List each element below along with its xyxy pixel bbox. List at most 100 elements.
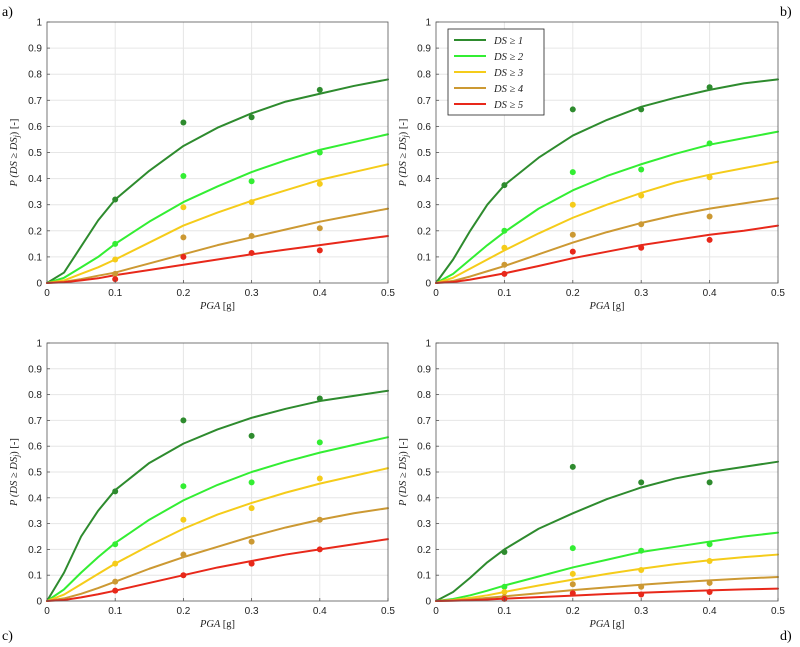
y-tick-label: 0 bbox=[425, 279, 431, 290]
y-tick-label: 0.1 bbox=[417, 571, 431, 582]
x-tick-label: 0 bbox=[433, 606, 439, 617]
fit-curve-ds1 bbox=[46, 78, 389, 284]
y-tick-label: 0 bbox=[425, 597, 431, 608]
fit-curve-ds5 bbox=[46, 235, 389, 284]
y-tick-label: 0.8 bbox=[417, 70, 431, 81]
data-point-ds5 bbox=[706, 236, 713, 243]
x-tick-label: 0.4 bbox=[313, 288, 327, 299]
legend-entry-ds5: DS ≥ 5 bbox=[493, 100, 523, 111]
data-point-ds1 bbox=[248, 114, 255, 121]
data-point-ds1 bbox=[112, 488, 119, 495]
x-axis-label: PGA [g] bbox=[199, 619, 235, 630]
data-point-ds1 bbox=[248, 432, 255, 439]
y-tick-label: 0.7 bbox=[28, 416, 42, 427]
panel-d: 0 0.1 0.2 0.3 0.4 0.5 0 0.1 0.2 0.3 0.4 0.5 0.6 0.7 0.… bbox=[398, 339, 785, 631]
data-point-ds3 bbox=[501, 588, 508, 595]
y-tick-label: 0.8 bbox=[28, 70, 42, 81]
y-tick-label: 0.4 bbox=[28, 493, 42, 504]
x-tick-label: 0.1 bbox=[108, 606, 122, 617]
legend-entry-ds3: DS ≥ 3 bbox=[493, 68, 523, 79]
y-axis-label: P (DS ≥ DSj) [-] bbox=[9, 119, 21, 188]
x-axis-label: PGA [g] bbox=[588, 301, 624, 312]
y-tick-label: 0.8 bbox=[28, 390, 42, 401]
data-point-ds1 bbox=[569, 106, 576, 113]
data-point-ds2 bbox=[569, 169, 576, 176]
data-point-ds2 bbox=[112, 541, 119, 548]
data-point-ds3 bbox=[248, 199, 255, 206]
data-point-ds4 bbox=[248, 538, 255, 545]
data-point-ds1 bbox=[706, 84, 713, 91]
data-point-ds5 bbox=[112, 587, 119, 594]
y-tick-label: 0.3 bbox=[28, 200, 42, 211]
data-point-ds1 bbox=[706, 479, 713, 486]
data-point-ds4 bbox=[569, 581, 576, 588]
data-point-ds1 bbox=[180, 417, 187, 424]
data-point-ds1 bbox=[569, 463, 576, 470]
fit-curve-ds5 bbox=[435, 224, 779, 284]
data-point-ds3 bbox=[569, 201, 576, 208]
panel-b: 0 0.1 0.2 0.3 0.4 0.5 0 0.1 0.2 0.3 0.4 0.5 0.6 0.7 0.… bbox=[398, 18, 785, 313]
x-tick-label: 0.2 bbox=[566, 288, 580, 299]
data-point-ds5 bbox=[638, 591, 645, 598]
y-tick-label: 0.9 bbox=[417, 364, 431, 375]
y-tick-label: 0.1 bbox=[28, 252, 42, 263]
data-point-ds3 bbox=[112, 560, 119, 567]
x-tick-label: 0.4 bbox=[313, 606, 327, 617]
data-point-ds1 bbox=[316, 86, 323, 93]
data-point-ds2 bbox=[316, 149, 323, 156]
y-tick-label: 0 bbox=[36, 597, 42, 608]
y-axis-label: P (DS ≥ DSj) [-] bbox=[398, 438, 410, 507]
y-tick-label: 0.4 bbox=[28, 174, 42, 185]
y-tick-label: 0.3 bbox=[417, 519, 431, 530]
data-point-ds3 bbox=[706, 558, 713, 565]
y-tick-label: 0.9 bbox=[28, 44, 42, 55]
data-point-ds4 bbox=[180, 551, 187, 558]
data-point-ds3 bbox=[180, 516, 187, 523]
x-tick-label: 0.3 bbox=[245, 606, 259, 617]
data-point-ds3 bbox=[706, 174, 713, 181]
data-point-ds4 bbox=[638, 221, 645, 228]
y-tick-label: 0.7 bbox=[417, 416, 431, 427]
data-point-ds5 bbox=[248, 560, 255, 567]
y-tick-label: 0.4 bbox=[417, 493, 431, 504]
data-point-ds2 bbox=[638, 547, 645, 554]
data-point-ds2 bbox=[501, 227, 508, 234]
fit-curve-ds3 bbox=[46, 467, 389, 602]
y-tick-label: 0.1 bbox=[28, 571, 42, 582]
y-tick-label: 0.9 bbox=[417, 44, 431, 55]
data-point-ds4 bbox=[706, 579, 713, 586]
x-tick-label: 0 bbox=[44, 606, 50, 617]
x-tick-label: 0.5 bbox=[381, 606, 395, 617]
data-point-ds4 bbox=[316, 516, 323, 523]
data-point-ds4 bbox=[706, 213, 713, 220]
data-point-ds4 bbox=[248, 233, 255, 240]
legend-entry-ds2: DS ≥ 2 bbox=[493, 52, 524, 63]
x-tick-label: 0.2 bbox=[176, 606, 190, 617]
data-point-ds2 bbox=[638, 166, 645, 173]
x-tick-label: 0 bbox=[44, 288, 50, 299]
data-point-ds2 bbox=[180, 172, 187, 179]
y-tick-label: 1 bbox=[36, 18, 42, 29]
y-tick-label: 0.2 bbox=[417, 545, 431, 556]
data-point-ds3 bbox=[316, 180, 323, 187]
x-tick-label: 0.3 bbox=[634, 288, 648, 299]
x-tick-label: 0.5 bbox=[381, 288, 395, 299]
data-point-ds5 bbox=[112, 276, 119, 283]
fit-curve-ds4 bbox=[435, 197, 779, 284]
data-point-ds5 bbox=[180, 572, 187, 579]
fit-curve-ds2 bbox=[46, 436, 389, 602]
panel-c: 0 0.1 0.2 0.3 0.4 0.5 0 0.1 0.2 0.3 0.4 0.5 0.6 0.7 0.… bbox=[9, 339, 395, 631]
x-tick-label: 0.4 bbox=[703, 606, 717, 617]
data-point-ds4 bbox=[569, 231, 576, 238]
y-axis-label: P (DS ≥ DSj) [-] bbox=[9, 438, 21, 507]
fit-curve-ds3 bbox=[46, 163, 389, 284]
y-tick-label: 1 bbox=[36, 339, 42, 350]
y-tick-label: 0.1 bbox=[417, 252, 431, 263]
data-point-ds4 bbox=[501, 261, 508, 268]
x-tick-label: 0.1 bbox=[108, 288, 122, 299]
panel-letter-c: c) bbox=[2, 629, 13, 644]
panel-letter-a: a) bbox=[2, 5, 13, 20]
y-tick-label: 0.6 bbox=[28, 122, 42, 133]
x-tick-label: 0.1 bbox=[497, 606, 511, 617]
legend-entry-ds1: DS ≥ 1 bbox=[493, 36, 523, 47]
